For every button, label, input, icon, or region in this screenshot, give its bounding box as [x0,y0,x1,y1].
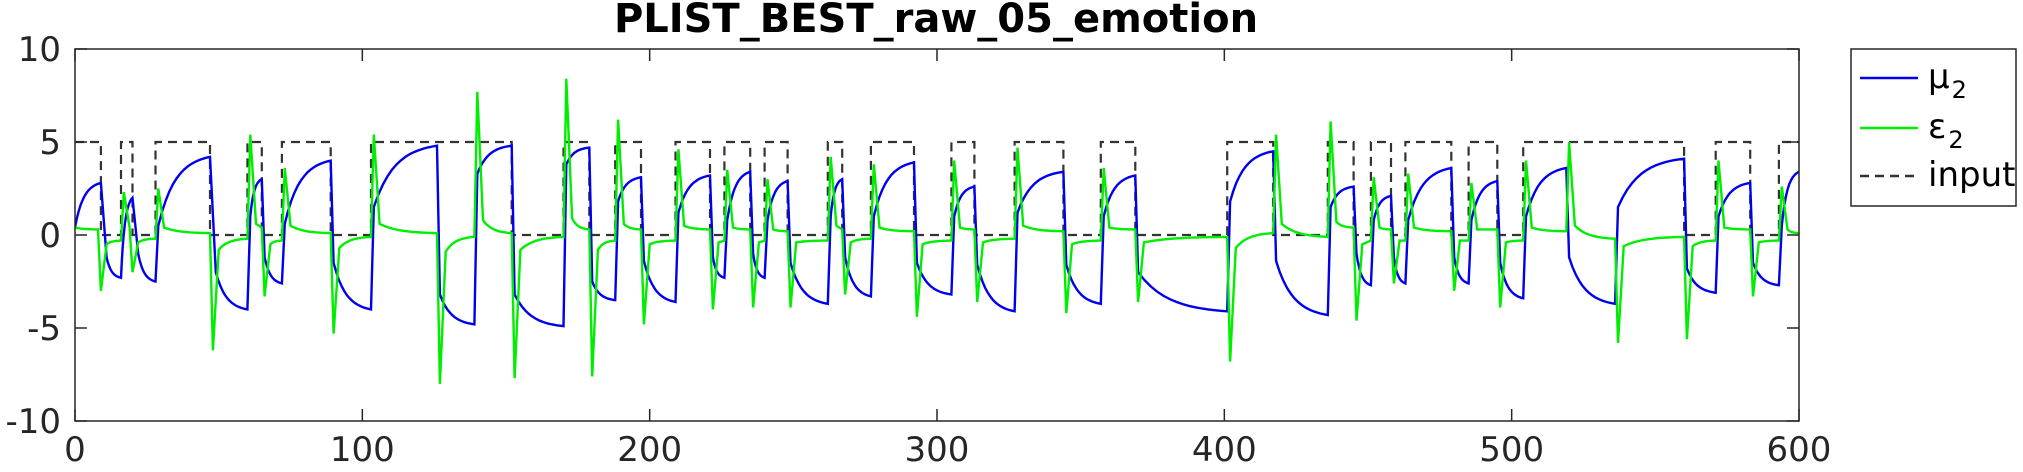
y-tick-label: 0 [39,216,61,256]
y-tick-label: -10 [5,402,61,442]
x-tick-label: 600 [1767,430,1832,470]
y-tick-label: -5 [27,309,61,349]
x-axis: 0 100 200 300 400 500 600 [64,49,1831,470]
chart-title: PLIST_BEST_raw_05_emotion [614,0,1258,42]
legend-label: input [1928,155,2015,195]
x-tick-label: 400 [1192,430,1257,470]
legend-label: ε2 [1928,107,1964,154]
x-tick-label: 200 [617,430,682,470]
x-tick-label: 300 [905,430,970,470]
x-tick-label: 0 [64,430,86,470]
x-tick-label: 100 [330,430,395,470]
x-tick-label: 500 [1479,430,1544,470]
y-tick-label: 10 [18,30,61,70]
series-layer [75,78,1799,384]
series-mu2-line [75,144,1799,328]
y-tick-label: 5 [39,123,61,163]
y-axis: -10 -5 0 5 10 [5,30,1799,442]
series-eps2-line [75,78,1799,384]
series-input-line [75,140,1799,237]
